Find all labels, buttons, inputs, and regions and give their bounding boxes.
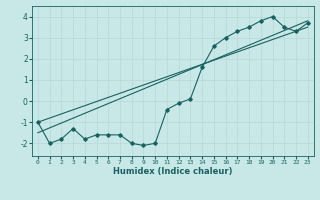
X-axis label: Humidex (Indice chaleur): Humidex (Indice chaleur)	[113, 167, 233, 176]
